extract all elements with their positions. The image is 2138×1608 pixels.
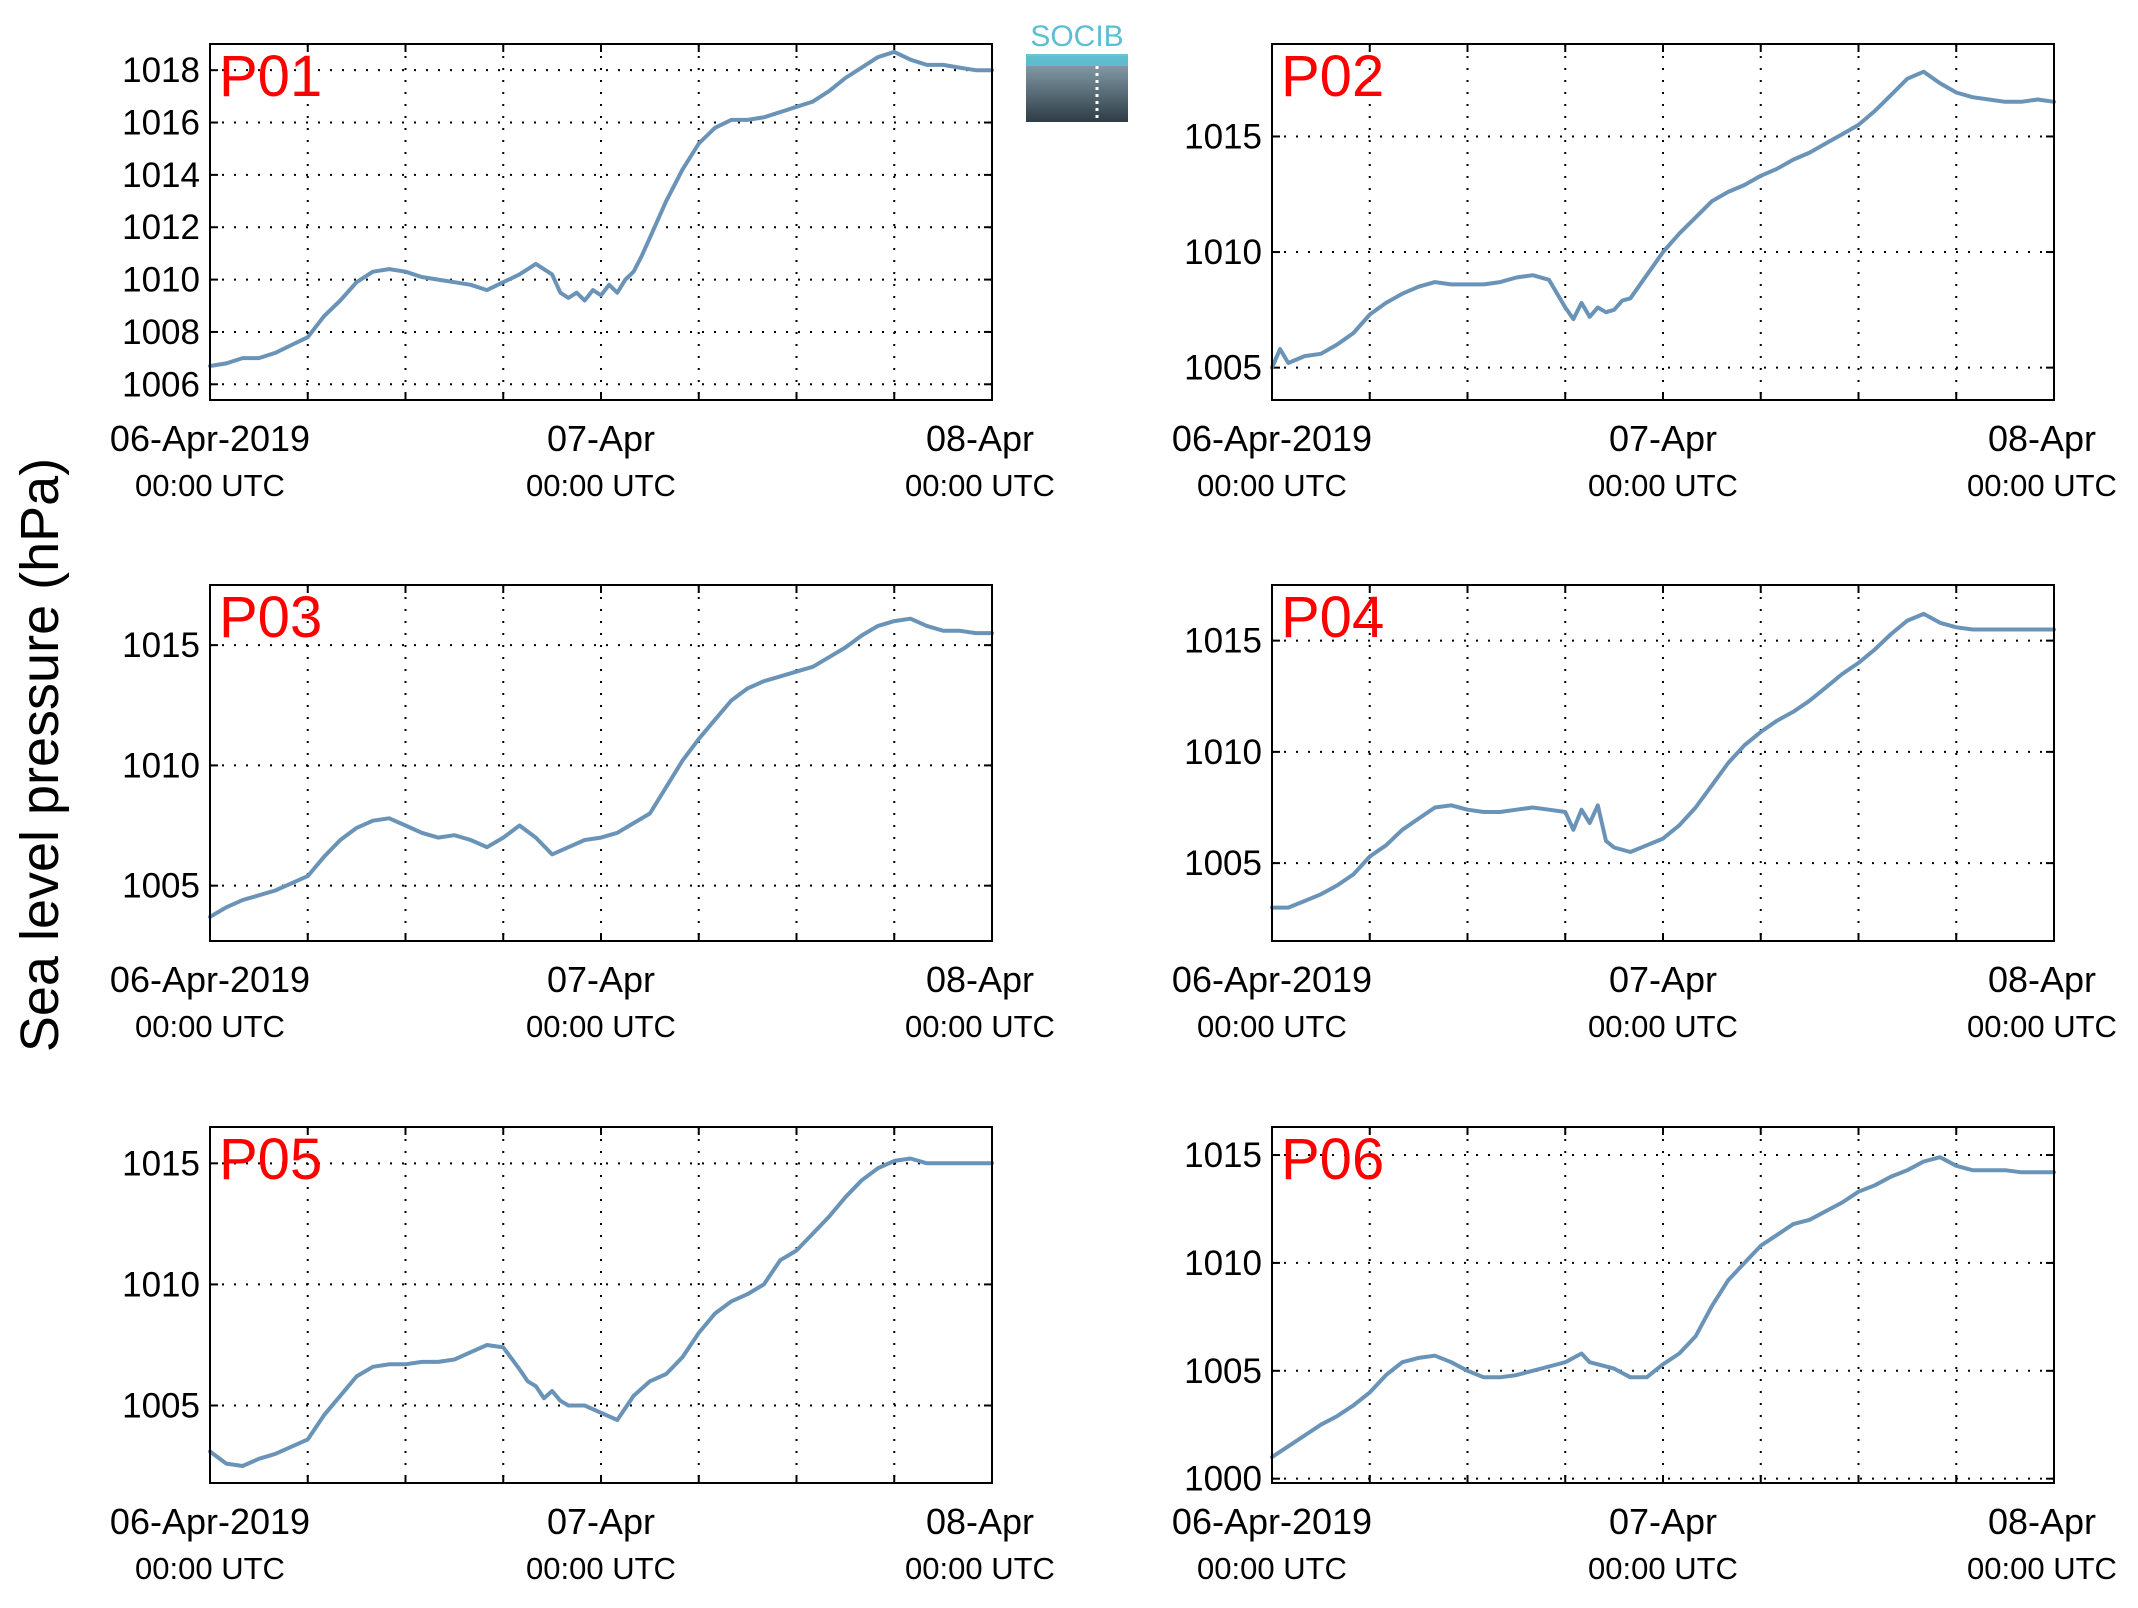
x-tick-label-time: 00:00 UTC bbox=[135, 1551, 285, 1586]
socib-logo-text: SOCIB bbox=[1030, 20, 1123, 53]
series-line-p05 bbox=[208, 1156, 994, 1468]
x-tick-label-time: 00:00 UTC bbox=[905, 1551, 1055, 1586]
series-line-p06 bbox=[1270, 1155, 2056, 1460]
socib-logo: SOCIB bbox=[1026, 18, 1128, 122]
y-axis-label-container: Sea level pressure (hPa) bbox=[6, 380, 76, 1130]
x-tick-label-time: 00:00 UTC bbox=[1588, 1009, 1738, 1044]
x-tick-label-time: 00:00 UTC bbox=[1588, 468, 1738, 503]
panel-p01: 1006 1008 1010 1012 1014 1016 1018 06-Apr-2019 0… bbox=[110, 43, 1055, 503]
x-tick-label-time: 00:00 UTC bbox=[1588, 1551, 1738, 1586]
x-tick-label-time: 00:00 UTC bbox=[905, 468, 1055, 503]
plot-frame bbox=[1271, 1126, 2055, 1484]
series-line-p04 bbox=[1270, 611, 2056, 910]
y-tick-label: 1012 bbox=[122, 208, 200, 247]
panel-p04: 1005 1010 1015 06-Apr-2019 00:00 UTC 07-Apr 00… bbox=[1172, 584, 2117, 1044]
x-tick-label-date: 07-Apr bbox=[547, 1501, 655, 1542]
y-tick-label: 1010 bbox=[122, 1265, 200, 1304]
y-tick-label: 1015 bbox=[1184, 117, 1262, 156]
x-tick-label-date: 06-Apr-2019 bbox=[110, 1501, 310, 1542]
panel-p02: 1005 1010 1015 06-Apr-2019 00:00 UTC 07-Apr 00… bbox=[1172, 43, 2117, 503]
y-tick-label: 1015 bbox=[122, 626, 200, 665]
x-tick-label-time: 00:00 UTC bbox=[1967, 1009, 2117, 1044]
y-tick-label: 1010 bbox=[1184, 733, 1262, 772]
panel-label: P06 bbox=[1281, 1127, 1384, 1192]
y-tick-label: 1005 bbox=[1184, 1352, 1262, 1391]
x-tick-label-time: 00:00 UTC bbox=[905, 1009, 1055, 1044]
panel-label: P01 bbox=[219, 44, 322, 109]
y-axis-label-svg: Sea level pressure (hPa) bbox=[10, 458, 70, 1052]
x-tick-label-date: 06-Apr-2019 bbox=[1172, 418, 1372, 459]
x-tick-label-time: 00:00 UTC bbox=[135, 1009, 285, 1044]
y-tick-label: 1008 bbox=[122, 313, 200, 352]
y-tick-label: 1005 bbox=[1184, 349, 1262, 388]
x-tick-label-date: 08-Apr bbox=[926, 959, 1034, 1000]
x-tick-label-time: 00:00 UTC bbox=[1197, 1009, 1347, 1044]
y-tick-label: 1015 bbox=[122, 1144, 200, 1183]
panel-p03: 1005 1010 1015 06-Apr-2019 00:00 UTC 07-Apr 00… bbox=[110, 584, 1055, 1044]
x-tick-label-date: 08-Apr bbox=[926, 418, 1034, 459]
y-tick-label: 1005 bbox=[1184, 844, 1262, 883]
x-tick-label-time: 00:00 UTC bbox=[1967, 468, 2117, 503]
panel-p06: 1000 1005 1010 1015 06-Apr-2019 00:00 UTC 07-A… bbox=[1172, 1126, 2117, 1586]
x-tick-label-date: 07-Apr bbox=[1609, 959, 1717, 1000]
x-tick-label-time: 00:00 UTC bbox=[526, 468, 676, 503]
series-line-p02 bbox=[1270, 69, 2056, 370]
panel-p05: 1005 1010 1015 06-Apr-2019 00:00 UTC 07-Apr 00… bbox=[110, 1126, 1055, 1586]
panel-label: P03 bbox=[219, 585, 322, 650]
x-tick-label-date: 07-Apr bbox=[1609, 1501, 1717, 1542]
x-tick-label-date: 08-Apr bbox=[1988, 1501, 2096, 1542]
plot-frame bbox=[1271, 43, 2055, 401]
x-tick-label-date: 06-Apr-2019 bbox=[1172, 959, 1372, 1000]
y-axis-label: Sea level pressure (hPa) bbox=[10, 458, 70, 1052]
series-line-p03 bbox=[208, 616, 994, 919]
panel-label: P04 bbox=[1281, 585, 1384, 650]
x-tick-label-date: 07-Apr bbox=[547, 418, 655, 459]
y-tick-label: 1010 bbox=[122, 261, 200, 300]
y-tick-label: 1005 bbox=[122, 1387, 200, 1426]
x-tick-label-time: 00:00 UTC bbox=[1197, 468, 1347, 503]
x-tick-label-time: 00:00 UTC bbox=[526, 1009, 676, 1044]
plot-frame bbox=[1271, 584, 2055, 942]
y-tick-label: 1010 bbox=[1184, 1244, 1262, 1283]
y-tick-label: 1010 bbox=[1184, 233, 1262, 272]
x-tick-label-date: 06-Apr-2019 bbox=[110, 418, 310, 459]
y-tick-label: 1000 bbox=[1184, 1460, 1262, 1499]
x-tick-label-date: 07-Apr bbox=[1609, 418, 1717, 459]
x-tick-label-date: 08-Apr bbox=[926, 1501, 1034, 1542]
x-tick-label-date: 06-Apr-2019 bbox=[1172, 1501, 1372, 1542]
y-tick-label: 1015 bbox=[1184, 622, 1262, 661]
x-tick-label-date: 06-Apr-2019 bbox=[110, 959, 310, 1000]
y-tick-label: 1018 bbox=[122, 51, 200, 90]
series-line-p01 bbox=[208, 49, 994, 368]
x-tick-label-time: 00:00 UTC bbox=[1197, 1551, 1347, 1586]
plot-frame bbox=[209, 1126, 993, 1484]
x-tick-label-date: 08-Apr bbox=[1988, 418, 2096, 459]
panel-label: P02 bbox=[1281, 44, 1384, 109]
plot-frame bbox=[209, 584, 993, 942]
socib-logo-graphic: SOCIB bbox=[1026, 20, 1128, 122]
y-tick-label: 1015 bbox=[1184, 1136, 1262, 1175]
y-tick-label: 1006 bbox=[122, 365, 200, 404]
y-tick-label: 1014 bbox=[122, 156, 200, 195]
x-tick-label-date: 08-Apr bbox=[1988, 959, 2096, 1000]
x-tick-label-date: 07-Apr bbox=[547, 959, 655, 1000]
x-tick-label-time: 00:00 UTC bbox=[1967, 1551, 2117, 1586]
x-tick-label-time: 00:00 UTC bbox=[526, 1551, 676, 1586]
y-tick-label: 1010 bbox=[122, 746, 200, 785]
panel-label: P05 bbox=[219, 1127, 322, 1192]
x-tick-label-time: 00:00 UTC bbox=[135, 468, 285, 503]
plot-frame bbox=[209, 43, 993, 401]
y-tick-label: 1016 bbox=[122, 104, 200, 143]
y-tick-label: 1005 bbox=[122, 867, 200, 906]
